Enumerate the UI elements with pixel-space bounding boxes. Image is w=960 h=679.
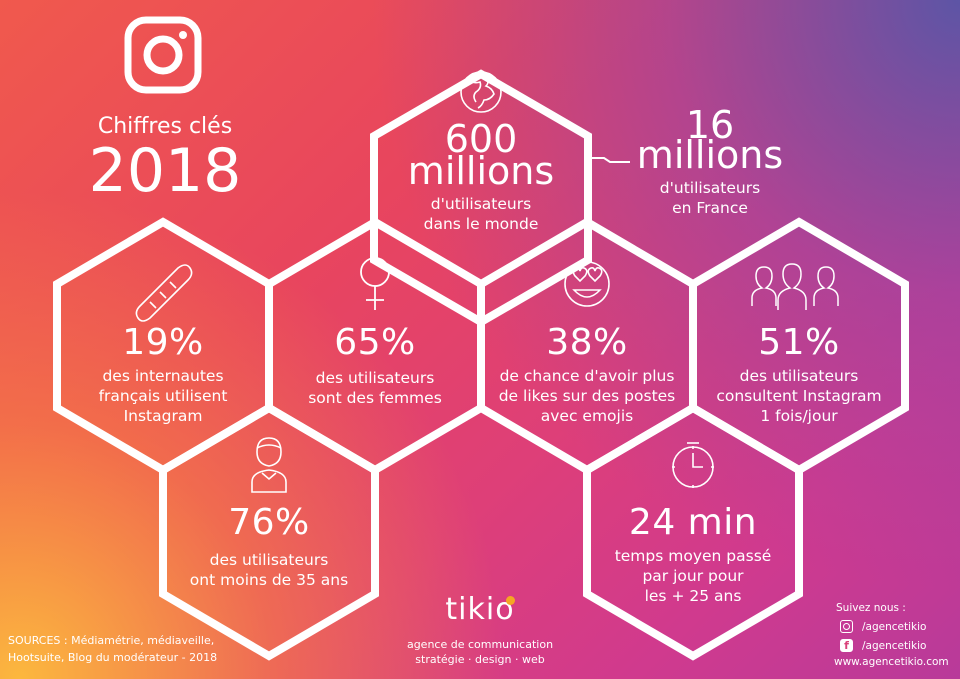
emoji-desc-2: de likes sur des postes xyxy=(498,387,676,405)
follow-facebook[interactable]: f /agencetikio xyxy=(840,639,926,652)
brand-tagline-2: stratégie · design · web xyxy=(415,653,545,666)
header-year: 2018 xyxy=(88,136,242,206)
sources-line-2: Hootsuite, Blog du modérateur - 2018 xyxy=(8,651,218,664)
women-desc-1: des utilisateurs xyxy=(315,369,435,387)
women-value: 65% xyxy=(334,322,416,363)
follow-facebook-label: /agencetikio xyxy=(862,639,927,652)
brand-name: tikio xyxy=(445,592,515,627)
sources-line-1: SOURCES : Médiamétrie, médiaveille, xyxy=(8,634,215,647)
header-subtitle: Chiffres clés xyxy=(97,114,233,139)
brand-tagline-1: agence de communication xyxy=(406,638,554,651)
connector-line xyxy=(592,157,630,163)
emoji-value: 38% xyxy=(546,322,628,363)
instagram-icon xyxy=(840,620,853,633)
hex-young xyxy=(159,403,379,661)
daily-desc-2: consultent Instagram xyxy=(716,387,882,405)
daily-desc-3: 1 fois/jour xyxy=(760,407,838,425)
bread-desc-3: Instagram xyxy=(123,407,203,425)
women-desc-2: sont des femmes xyxy=(308,389,442,407)
follow-title: Suivez nous : xyxy=(836,602,906,614)
france-value-1: 16 xyxy=(685,103,735,147)
world-desc-1: d'utilisateurs xyxy=(430,195,532,213)
france-value-2: millions xyxy=(636,133,784,177)
follow-instagram[interactable]: /agencetikio xyxy=(840,620,926,633)
heart-eyes-emoji-icon xyxy=(564,261,610,307)
young-person-icon xyxy=(251,437,287,493)
clock-icon xyxy=(672,442,714,488)
france-desc-2: en France xyxy=(672,199,748,217)
female-symbol-icon xyxy=(360,257,390,310)
facebook-icon: f xyxy=(840,639,853,652)
daily-desc-1: des utilisateurs xyxy=(739,367,859,385)
world-value-1: 600 xyxy=(444,117,518,161)
young-desc-1: des utilisateurs xyxy=(209,551,329,569)
france-desc-1: d'utilisateurs xyxy=(659,179,761,197)
bread-value: 19% xyxy=(122,322,204,363)
time-desc-1: temps moyen passé xyxy=(614,547,772,565)
bread-desc-2: français utilisent xyxy=(98,387,228,405)
world-value-2: millions xyxy=(407,149,555,193)
time-desc-3: les + 25 ans xyxy=(644,587,742,605)
hex-time xyxy=(583,403,803,661)
time-desc-2: par jour pour xyxy=(642,567,744,585)
globe-icon xyxy=(460,71,502,113)
people-icon xyxy=(751,263,839,310)
instagram-logo-icon xyxy=(124,16,202,94)
emoji-desc-3: avec emojis xyxy=(540,407,634,425)
brand-dot-icon xyxy=(506,596,515,605)
follow-instagram-label: /agencetikio xyxy=(862,620,927,633)
young-value: 76% xyxy=(228,502,310,543)
emoji-desc-1: de chance d'avoir plus xyxy=(499,367,675,385)
young-desc-2: ont moins de 35 ans xyxy=(189,571,349,589)
bread-desc-1: des internautes xyxy=(102,367,224,385)
time-value: 24 min xyxy=(628,502,758,543)
daily-value: 51% xyxy=(758,322,840,363)
follow-website[interactable]: www.agencetikio.com xyxy=(834,656,949,668)
world-desc-2: dans le monde xyxy=(423,215,539,233)
baguette-icon xyxy=(135,264,193,322)
